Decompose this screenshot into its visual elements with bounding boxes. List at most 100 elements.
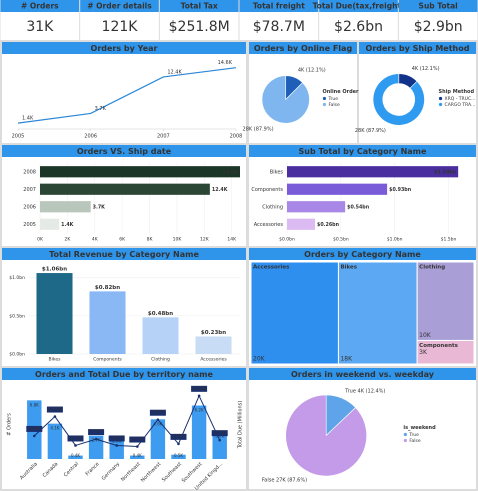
panel xyxy=(2,42,246,143)
y-axis-title: # Orders xyxy=(7,413,13,436)
data-label: 4K (12.1%) xyxy=(412,66,440,72)
kpi-label: # Orders xyxy=(21,2,59,11)
panel-title: Orders and Total Due by territory name xyxy=(35,370,213,379)
cell-label: Bikes xyxy=(340,265,357,271)
panel-title: Orders by Category Name xyxy=(304,250,421,259)
line-point xyxy=(136,445,139,448)
bar xyxy=(40,218,60,230)
legend-swatch xyxy=(322,96,327,101)
x-tick-label: $1.5bn xyxy=(441,237,457,243)
data-label: $87M xyxy=(29,426,41,431)
x-tick-label: 12K xyxy=(200,237,210,243)
legend-title: Ship Method xyxy=(439,89,475,95)
label-box xyxy=(170,433,187,440)
data-label: $148M xyxy=(151,410,165,415)
x-tick-label: 2006 xyxy=(84,134,97,140)
kpi-label: Sub Total xyxy=(419,2,458,11)
panel-header xyxy=(2,145,246,157)
kpi-value: 121K xyxy=(102,19,139,35)
data-label: $51M xyxy=(70,435,82,440)
data-label: 1.4K xyxy=(61,222,73,228)
y2-axis-title: Total Due (Millions) xyxy=(238,401,244,450)
data-label: 28K (87.9%) xyxy=(243,126,274,132)
label-box xyxy=(46,406,63,413)
bar xyxy=(142,317,179,354)
panel-header xyxy=(249,248,476,260)
kpi-label: Total Due(tax,freight) xyxy=(313,2,405,11)
slice xyxy=(285,394,367,477)
bar xyxy=(89,291,126,354)
data-label: $0.93bn xyxy=(389,187,412,193)
legend-title: Online Order Fl... xyxy=(322,89,371,95)
data-label: 12.4K xyxy=(167,69,182,75)
line-point xyxy=(74,444,77,447)
panel-header xyxy=(2,42,246,54)
data-label: 6.2K xyxy=(195,408,204,413)
x-tick-label: $1.0bn xyxy=(387,237,403,243)
bar xyxy=(88,435,104,459)
panel-title: Orders by Ship Method xyxy=(366,44,470,53)
bar xyxy=(68,455,83,459)
legend-swatch xyxy=(438,96,443,101)
data-label: 4K (12.1%) xyxy=(298,68,326,74)
panel-title: Sub Total by Category Name xyxy=(299,147,427,156)
line-point xyxy=(33,434,36,438)
data-label: $1.59bn xyxy=(434,169,457,175)
bar xyxy=(287,201,346,213)
bar xyxy=(40,201,91,213)
cell-value: 3K xyxy=(419,349,428,356)
y-tick-label: Bikes xyxy=(270,169,284,175)
data-label: $71M xyxy=(214,430,226,435)
panel-header xyxy=(359,42,476,54)
panel-header xyxy=(249,42,357,54)
data-label: False 27K (87.6%) xyxy=(262,478,307,484)
label-box xyxy=(211,430,228,437)
kpi-value: 31K xyxy=(26,19,54,35)
line-point xyxy=(115,444,118,447)
panel-header xyxy=(2,248,246,260)
x-tick-label: 2007 xyxy=(157,134,170,140)
kpi-label: # Order details xyxy=(87,2,152,11)
x-tick-label: Accessories xyxy=(200,357,227,363)
x-tick-label: $0.0bn xyxy=(279,237,295,243)
data-label: 14.6K xyxy=(222,169,238,175)
x-tick-label: 2008 xyxy=(230,134,243,140)
label-box xyxy=(149,409,166,416)
kpi-label: Total freight xyxy=(253,2,305,11)
label-box xyxy=(108,435,125,442)
data-label: True 4K (12.4%) xyxy=(344,388,385,394)
legend-label: False xyxy=(409,438,421,444)
x-tick-label: Clothing xyxy=(151,357,170,363)
label-box xyxy=(67,435,84,442)
cell-label: Clothing xyxy=(419,265,445,271)
data-label: 0.4K xyxy=(133,453,142,458)
panel-title: Total Revenue by Category Name xyxy=(49,250,199,259)
kpi-header xyxy=(319,0,398,12)
bar xyxy=(150,419,166,459)
cell-value: 18K xyxy=(340,356,353,363)
x-tick-label: Bikes xyxy=(49,357,62,363)
treemap-cell xyxy=(337,261,418,365)
cell-value: 10K xyxy=(419,332,432,339)
line-point xyxy=(218,438,221,442)
label-box xyxy=(88,429,105,436)
panel-title: Orders VS. Ship date xyxy=(77,147,172,156)
data-label: $1.06bn xyxy=(42,267,67,273)
y-tick-label: $0.5bn xyxy=(9,313,25,319)
panel-header xyxy=(249,145,476,157)
label-box xyxy=(191,385,208,392)
legend-swatch xyxy=(438,102,443,107)
data-label: 1.4K xyxy=(22,116,34,122)
data-label: 0.4K xyxy=(71,453,80,458)
x-tick-label: $0.5bn xyxy=(333,237,349,243)
data-label: 4.6K xyxy=(153,421,162,426)
slice xyxy=(372,73,425,126)
data-label: $57M xyxy=(173,434,185,439)
x-tick-label: 14K xyxy=(227,237,237,243)
data-label: 6.8K xyxy=(30,402,39,407)
cell-label: Accessories xyxy=(253,265,290,271)
data-label: 0.5K xyxy=(174,453,183,458)
kpi-value: $2.6bn xyxy=(334,19,383,35)
x-tick-label: 10K xyxy=(173,237,183,243)
data-label: $0.23bn xyxy=(201,330,226,336)
